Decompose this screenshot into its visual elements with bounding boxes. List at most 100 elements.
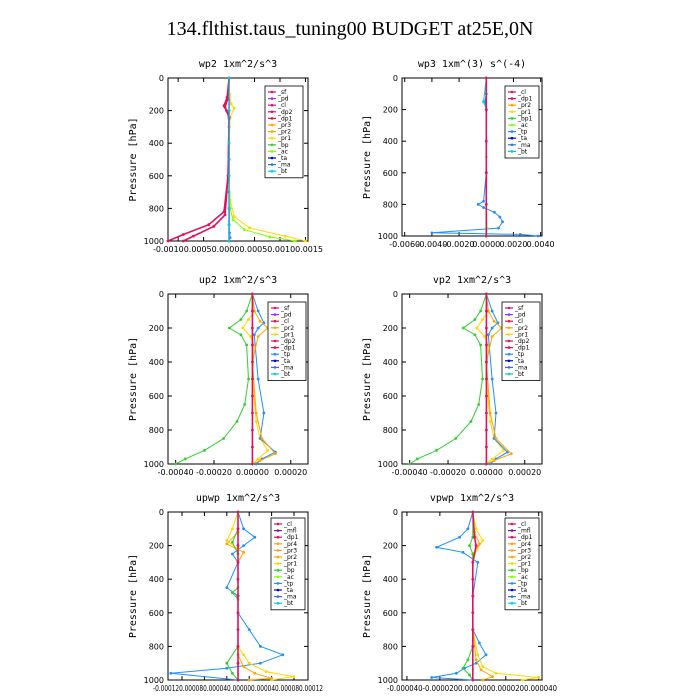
series-point-tp xyxy=(474,661,478,665)
series-point-bp xyxy=(222,437,226,440)
x-tick-label: -0.00020 xyxy=(196,468,232,477)
y-tick-label: 0 xyxy=(393,290,398,299)
series-point-tp xyxy=(435,545,438,549)
series-point-tp xyxy=(259,645,262,648)
series-point-tp xyxy=(258,437,262,440)
legend-marker-cl xyxy=(510,522,514,526)
y-tick-label: 800 xyxy=(383,426,398,435)
legend-label: _cl xyxy=(277,102,286,109)
series-line-tp xyxy=(170,511,285,681)
series-point-bt xyxy=(227,223,231,227)
series-point-bp xyxy=(473,333,477,337)
legend-label: _ta xyxy=(277,155,287,162)
legend-label: _ta xyxy=(280,358,290,365)
legend-label: _bt xyxy=(514,371,525,378)
series-point-sf xyxy=(484,343,488,347)
series-point-bt xyxy=(482,100,485,104)
series-point-sf xyxy=(484,292,488,296)
page-title: 134.flthist.taus_tuning00 BUDGET at25E,0… xyxy=(166,18,534,40)
series-point-tp xyxy=(482,199,485,203)
series-point-dp1 xyxy=(236,527,240,531)
series-line-dp1 xyxy=(167,77,230,242)
legend-marker-dp1 xyxy=(510,535,514,539)
panel-title: wp2 1xm^2/s^3 xyxy=(199,59,277,70)
series-point-pr2 xyxy=(247,678,251,682)
series-point-pr2 xyxy=(490,335,494,338)
series-point-dp1 xyxy=(236,645,240,648)
series-point-bp xyxy=(243,403,247,406)
series-point-pr1 xyxy=(249,335,252,338)
legend-label: _bt xyxy=(277,168,288,175)
x-tick-labels: -0.000120.000080.000040.000000.000040.00… xyxy=(153,684,323,693)
series-line-bp xyxy=(462,512,474,681)
series-point-pr1 xyxy=(231,527,234,531)
series-point-bp xyxy=(461,666,465,670)
series-point-cl xyxy=(484,234,488,238)
series-point-pr1 xyxy=(254,420,258,423)
series-point-sf xyxy=(250,394,254,398)
series-point-pr2 xyxy=(258,319,262,323)
y-tick-label: 200 xyxy=(383,324,398,333)
legend-label: _bt xyxy=(283,600,294,607)
legend-marker-ma xyxy=(270,163,274,166)
legend-label: _ac xyxy=(517,122,528,129)
series-point-pr1 xyxy=(475,326,479,330)
legend-marker-dp1 xyxy=(507,346,511,349)
legend-label: _pd xyxy=(280,312,292,319)
legend-marker-ma xyxy=(510,595,514,598)
legend-marker-pr3 xyxy=(276,549,280,552)
legend-label: _pr3 xyxy=(277,122,291,129)
series-point-bp xyxy=(479,309,483,313)
series-point-dp1 xyxy=(236,544,240,547)
legend-marker-pd xyxy=(507,313,511,316)
series-point-tp xyxy=(454,671,458,675)
y-tick-label: 200 xyxy=(149,542,164,551)
legend-marker-bp xyxy=(510,568,514,572)
series-point-tp xyxy=(466,527,470,531)
legend-label: _pr2 xyxy=(517,102,531,109)
y-tick-label: 600 xyxy=(149,392,164,401)
series-point-pr2 xyxy=(254,411,258,415)
series-point-pr1 xyxy=(283,234,287,238)
series-point-ac xyxy=(242,228,246,231)
panel-title: upwp 1xm^2/s^3 xyxy=(196,493,280,504)
y-tick-label: 0 xyxy=(393,508,398,517)
series-point-bp xyxy=(415,457,419,461)
series-point-pr1 xyxy=(502,449,506,452)
series-point-pr1 xyxy=(241,326,245,330)
series-point-bp xyxy=(435,449,438,452)
x-tick-label: -0.0020 xyxy=(444,240,475,249)
series-point-cl xyxy=(484,76,488,80)
legend-marker-pr1 xyxy=(273,333,277,336)
y-tick-label: 600 xyxy=(383,392,398,401)
series-point-bp xyxy=(235,420,239,423)
legend-marker-ta xyxy=(507,359,511,363)
series-point-dp1 xyxy=(236,577,240,581)
legend-marker-cl xyxy=(273,319,277,323)
y-tick-label: 800 xyxy=(383,200,398,209)
legend-marker-dp2 xyxy=(273,339,277,343)
series-point-tp xyxy=(501,220,504,224)
series-point-dp1 xyxy=(471,645,475,648)
series-point-tp xyxy=(225,666,229,670)
series-point-bp xyxy=(466,658,470,662)
series-point-pr1 xyxy=(256,457,260,461)
legend-marker-sf xyxy=(270,90,274,94)
legend-label: _cl xyxy=(517,89,526,96)
legend-marker-bt xyxy=(270,169,274,173)
series-point-dp1 xyxy=(471,628,475,631)
series-point-pr1 xyxy=(537,676,541,679)
y-tick-label: 1000 xyxy=(378,460,398,469)
plot-frame xyxy=(401,293,543,465)
series-point-sf xyxy=(181,239,185,243)
series-point-bp xyxy=(227,326,231,330)
legend-label: _cl xyxy=(517,521,526,528)
series-point-dp1 xyxy=(236,628,240,631)
series-point-bt xyxy=(227,76,231,80)
series-point-pr2 xyxy=(474,658,478,662)
series-point-pr2 xyxy=(491,675,494,679)
legend-label: _ac xyxy=(283,574,294,581)
series-point-pr2 xyxy=(492,319,496,323)
series-point-bp xyxy=(174,462,178,466)
series-point-sf xyxy=(250,309,254,313)
